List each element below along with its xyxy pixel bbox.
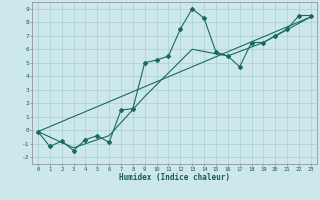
- X-axis label: Humidex (Indice chaleur): Humidex (Indice chaleur): [119, 173, 230, 182]
